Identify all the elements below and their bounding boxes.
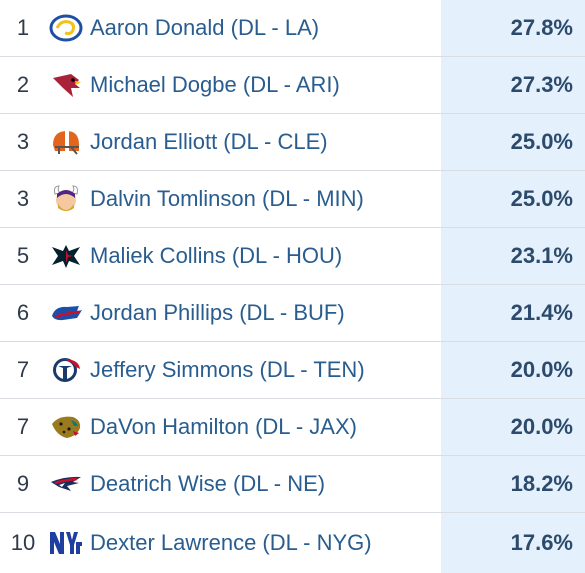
table-row: 2 Michael Dogbe (DL - ARI) 27.3% [0,57,585,114]
player-link[interactable]: Maliek Collins (DL - HOU) [90,243,343,268]
rank-number: 3 [16,186,30,211]
player-link[interactable]: Jeffery Simmons (DL - TEN) [90,357,365,382]
player-link[interactable]: Dalvin Tomlinson (DL - MIN) [90,186,364,211]
percentage-value: 17.6% [441,513,585,573]
cardinals-logo-icon [53,74,81,97]
texans-logo-icon [52,245,80,268]
table-row: 5 Maliek Collins (DL - HOU) 23.1% [0,228,585,285]
table-row: 9 Deatrich Wise (DL - NE) 18.2% [0,456,585,513]
rank-number: 5 [16,243,30,268]
rank-number: 10 [10,530,36,555]
player-link[interactable]: Deatrich Wise (DL - NE) [90,471,326,496]
percentage-value: 21.4% [441,285,585,341]
giants-logo-icon [50,532,82,554]
percentage-value: 27.3% [441,57,585,113]
percentage-value: 18.2% [441,456,585,512]
percentage-value: 23.1% [441,228,585,284]
browns-logo-icon [53,131,79,155]
table-row: 3 Dalvin Tomlinson (DL - MIN) 25.0% [0,171,585,228]
rams-logo-icon [49,14,83,42]
player-link[interactable]: Michael Dogbe (DL - ARI) [90,72,340,97]
titans-logo-icon [53,358,80,382]
player-link[interactable]: Dexter Lawrence (DL - NYG) [90,530,372,555]
player-link[interactable]: Aaron Donald (DL - LA) [90,15,320,40]
percentage-value: 20.0% [441,342,585,398]
rank-number: 3 [16,129,30,154]
percentage-value: 27.8% [441,0,585,56]
rank-number: 2 [16,72,30,97]
percentage-value: 20.0% [441,399,585,455]
bills-logo-icon [52,306,82,321]
table-row: 3 Jordan Elliott (DL - CLE) 25.0% [0,114,585,171]
table-row: 10 Dexter Lawrence (DL - NYG) 17.6% [0,513,585,573]
rank-number: 9 [16,471,30,496]
percentage-value: 25.0% [441,114,585,170]
jaguars-logo-icon [52,416,81,438]
rank-number: 7 [16,357,30,382]
table-row: 6 Jordan Phillips (DL - BUF) 21.4% [0,285,585,342]
table-row: 7 Jeffery Simmons (DL - TEN) 20.0% [0,342,585,399]
vikings-logo-icon [54,185,78,211]
table-row: 7 DaVon Hamilton (DL - JAX) 20.0% [0,399,585,456]
rank-number: 6 [16,300,30,325]
player-link[interactable]: Jordan Phillips (DL - BUF) [90,300,345,325]
patriots-logo-icon [51,476,81,491]
percentage-value: 25.0% [441,171,585,227]
table-row: 1 Aaron Donald (DL - LA) 27.8% [0,0,585,57]
player-link[interactable]: DaVon Hamilton (DL - JAX) [90,414,357,439]
rank-number: 7 [16,414,30,439]
player-link[interactable]: Jordan Elliott (DL - CLE) [90,129,328,154]
rank-number: 1 [16,15,30,40]
